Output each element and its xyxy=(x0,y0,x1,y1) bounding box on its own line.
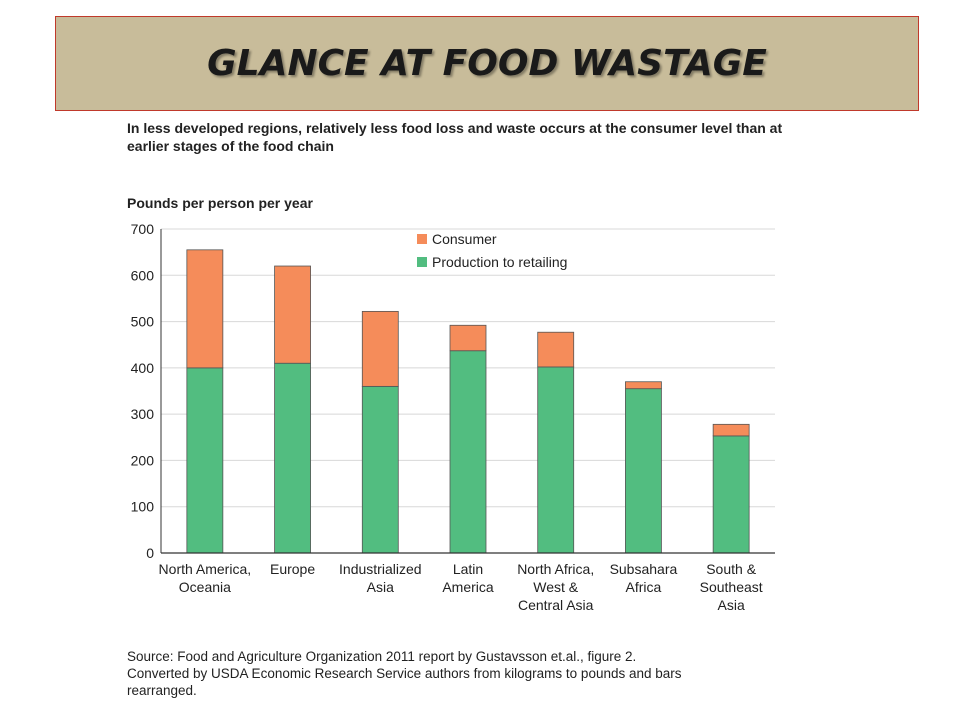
bar-consumer-segment xyxy=(274,265,311,364)
y-tick-label: 300 xyxy=(131,406,155,422)
x-tick-label: Industrialized Asia xyxy=(339,561,422,595)
y-tick-label: 600 xyxy=(131,267,155,283)
bar-production-segment xyxy=(625,388,662,554)
source-line-1: Source: Food and Agriculture Organizatio… xyxy=(127,649,637,664)
y-tick-label: 0 xyxy=(146,545,154,561)
legend-label: Production to retailing xyxy=(432,254,567,270)
axes: 0 100 200 300 400 500 600 700 North America, Ocea… xyxy=(131,221,775,613)
bar-consumer-segment xyxy=(361,310,399,387)
bar-production-segment xyxy=(537,366,575,554)
x-tick-label: Europe xyxy=(270,561,315,577)
y-tick-label: 400 xyxy=(131,360,155,376)
bar-consumer-segment xyxy=(449,324,487,352)
legend: Consumer Production to retailing xyxy=(417,231,567,270)
x-tick-label: South & Southeast Asia xyxy=(700,561,763,613)
bar-production-segment xyxy=(274,362,311,554)
x-tick-label: Latin America xyxy=(442,561,494,595)
bar-consumer-segment xyxy=(186,249,224,369)
y-tick-label: 200 xyxy=(131,452,155,468)
x-tick-label: Subsahara Africa xyxy=(610,561,678,595)
source-note: Source: Food and Agriculture Organizatio… xyxy=(127,648,827,699)
title-banner: GLANCE AT FOOD WASTAGE xyxy=(55,16,919,111)
page-title: GLANCE AT FOOD WASTAGE xyxy=(207,43,767,84)
y-tick-label: 500 xyxy=(131,314,155,330)
chart-title: In less developed regions, relatively le… xyxy=(127,120,783,154)
y-tick-label: 100 xyxy=(131,499,155,515)
y-tick-label: 700 xyxy=(131,221,155,237)
x-tick-label: North Africa, West & Central Asia xyxy=(517,561,594,613)
bar-production-segment xyxy=(361,385,399,554)
bar-consumer-segment xyxy=(712,423,750,437)
bar-production-segment xyxy=(449,350,487,554)
x-tick-label: North America, Oceania xyxy=(159,561,252,595)
bar-production-segment xyxy=(712,435,750,554)
bar-consumer-segment xyxy=(625,381,662,390)
legend-swatch xyxy=(417,257,427,267)
stacked-bar-chart: Pounds per person per year 0 100 200 300 400… xyxy=(127,195,775,613)
source-line-2: Converted by USDA Economic Research Serv… xyxy=(127,666,682,681)
legend-label: Consumer xyxy=(432,231,497,247)
legend-swatch xyxy=(417,234,427,244)
bar-consumer-segment xyxy=(537,331,575,368)
bar-production-segment xyxy=(186,367,224,554)
bars xyxy=(186,249,750,554)
y-axis-label: Pounds per person per year xyxy=(127,195,313,211)
source-line-3: rearranged. xyxy=(127,683,197,698)
